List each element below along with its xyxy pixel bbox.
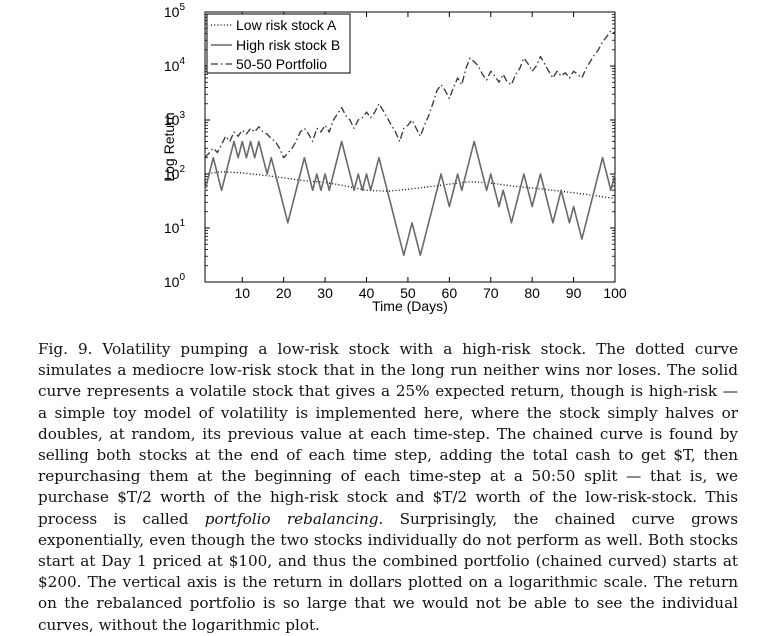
log-return-chart: 10 20 30 40 50 60 70 80 90 100100101102103104105 …	[161, 2, 627, 314]
caption-text-end: . Surprisingly, the chained curve grows …	[38, 509, 739, 634]
line-low-risk-stock-a	[204, 171, 616, 200]
x-tick-label: 10	[234, 285, 250, 301]
plot-frame	[204, 11, 616, 283]
y-axis-label: Log Return	[161, 112, 177, 181]
y-tick-base: 10	[164, 220, 180, 236]
x-tick-label: 20	[276, 285, 292, 301]
x-tick-label: 80	[524, 285, 540, 301]
x-tick-label: 30	[317, 285, 333, 301]
y-tick-base: 10	[164, 4, 180, 20]
caption-text-start: Fig. 9. Volatility pumping a low-risk st…	[38, 340, 738, 528]
y-tick-exponent: 3	[179, 110, 185, 121]
y-tick-label: 101	[164, 218, 186, 236]
legend-label-portfolio: 50-50 Portfolio	[236, 56, 327, 72]
y-tick-exponent: 5	[179, 2, 185, 13]
legend-box	[206, 13, 351, 74]
figure-caption: Fig. 9. Volatility pumping a low-risk st…	[38, 339, 738, 636]
x-axis-label: Time (Days)	[372, 298, 448, 314]
legend: Low risk stock A High risk stock B 50-50…	[206, 13, 351, 74]
x-tick-label: 60	[442, 285, 458, 301]
y-tick-label: 105	[164, 2, 186, 20]
caption-emphasis: portfolio rebalancing	[204, 509, 379, 528]
y-tick-exponent: 0	[179, 272, 185, 283]
y-tick-base: 10	[164, 58, 180, 74]
y-tick-label: 100	[164, 272, 186, 290]
x-tick-label: 40	[359, 285, 375, 301]
y-tick-label: 104	[164, 56, 186, 74]
y-tick-exponent: 2	[179, 164, 185, 175]
y-tick-base: 10	[164, 112, 180, 128]
x-tick-label: 100	[603, 285, 627, 301]
x-tick-label: 90	[566, 285, 582, 301]
line-50-50-portfolio	[204, 30, 616, 159]
y-tick-label: 103	[164, 110, 186, 128]
figure: 10 20 30 40 50 60 70 80 90 100 100 101 102 103 104 105 …	[161, 2, 627, 314]
series-lines	[204, 30, 616, 257]
legend-label-high-risk: High risk stock B	[236, 37, 340, 53]
x-tick-label: 50	[400, 285, 416, 301]
line-high-risk-stock-b	[204, 140, 616, 257]
y-tick-base: 10	[164, 274, 180, 290]
y-tick-base: 10	[164, 166, 180, 182]
legend-label-low-risk: Low risk stock A	[236, 17, 337, 33]
y-tick-exponent: 4	[179, 56, 185, 67]
y-tick-label: 102	[164, 164, 186, 182]
x-tick-label: 70	[483, 285, 499, 301]
y-tick-exponent: 1	[179, 218, 185, 229]
